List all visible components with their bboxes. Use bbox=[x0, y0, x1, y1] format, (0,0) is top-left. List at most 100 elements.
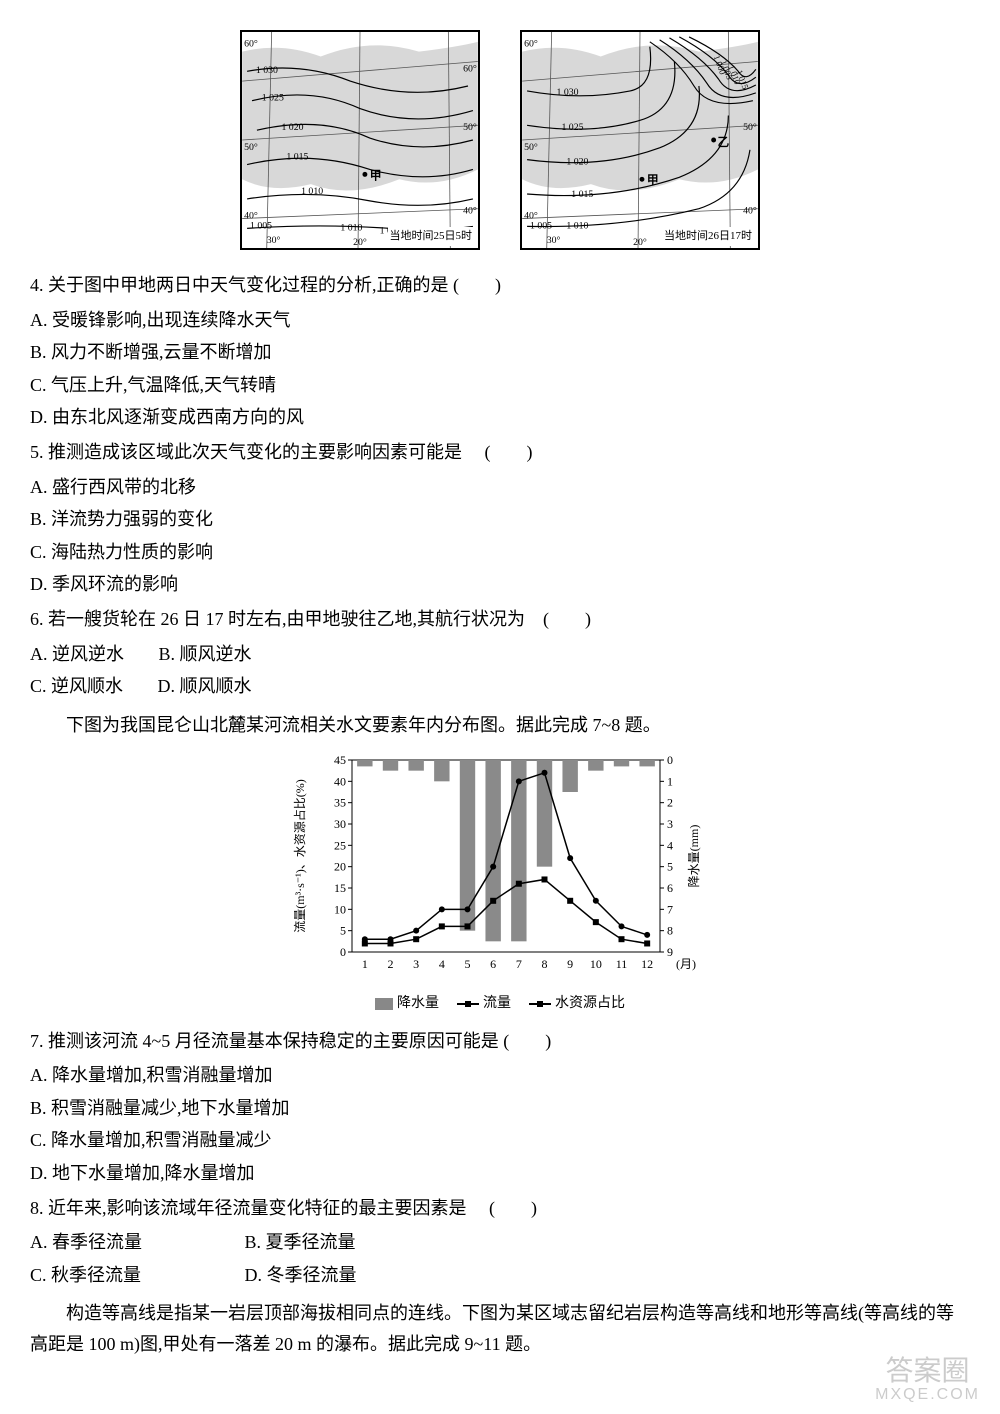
svg-text:4: 4 bbox=[439, 957, 445, 971]
q6-optB: B. 顺风逆水 bbox=[159, 639, 252, 670]
svg-text:3: 3 bbox=[413, 957, 419, 971]
q7-optC: C. 降水量增加,积雪消融量减少 bbox=[30, 1125, 970, 1156]
svg-text:8: 8 bbox=[667, 924, 673, 938]
weather-map-right: 1 000 1 005 1 010 1 015 1 030 1 025 1 02… bbox=[520, 30, 760, 250]
svg-text:50°: 50° bbox=[524, 142, 538, 153]
svg-text:11: 11 bbox=[616, 957, 628, 971]
svg-text:1 025: 1 025 bbox=[561, 122, 583, 133]
intro-7-8: 下图为我国昆仑山北麓某河流相关水文要素年内分布图。据此完成 7~8 题。 bbox=[30, 710, 970, 741]
q5-optA: A. 盛行西风带的北移 bbox=[30, 472, 970, 503]
svg-text:20°: 20° bbox=[353, 237, 367, 248]
chart-svg: 0510152025303540450123456789123456789101… bbox=[290, 750, 710, 980]
q6-optCD: C. 逆风顺水 D. 顺风顺水 bbox=[30, 671, 970, 702]
svg-text:40: 40 bbox=[334, 775, 346, 789]
q6-optD: D. 顺风顺水 bbox=[158, 671, 252, 702]
svg-text:15: 15 bbox=[334, 881, 346, 895]
q7-optA: A. 降水量增加,积雪消融量增加 bbox=[30, 1060, 970, 1091]
q8-stem: 8. 近年来,影响该流域年径流量变化特征的最主要因素是 ( ) bbox=[30, 1193, 970, 1224]
q6-stem: 6. 若一艘货轮在 26 日 17 时左右,由甲地驶往乙地,其航行状况为 ( ) bbox=[30, 604, 970, 635]
intro-9-11: 构造等高线是指某一岩层顶部海拔相同点的连线。下图为某区域志留纪岩层构造等高线和地… bbox=[30, 1298, 970, 1359]
map-right-svg: 1 000 1 005 1 010 1 015 1 030 1 025 1 02… bbox=[522, 32, 758, 248]
q6-optA: A. 逆风逆水 bbox=[30, 639, 124, 670]
svg-text:45: 45 bbox=[334, 753, 346, 767]
svg-text:0: 0 bbox=[667, 753, 673, 767]
svg-text:40°: 40° bbox=[244, 211, 258, 222]
svg-text:20: 20 bbox=[334, 860, 346, 874]
svg-text:(月): (月) bbox=[676, 957, 696, 971]
svg-text:6: 6 bbox=[667, 881, 673, 895]
svg-text:20°: 20° bbox=[633, 237, 647, 248]
q8-blank: ( ) bbox=[489, 1198, 537, 1218]
svg-text:12: 12 bbox=[641, 957, 653, 971]
q7-optD: D. 地下水量增加,降水量增加 bbox=[30, 1158, 970, 1189]
svg-text:9: 9 bbox=[567, 957, 573, 971]
legend-flow-label: 流量 bbox=[483, 992, 511, 1016]
svg-text:60°: 60° bbox=[463, 63, 477, 74]
svg-text:2: 2 bbox=[667, 796, 673, 810]
svg-text:1 010: 1 010 bbox=[340, 222, 362, 233]
svg-text:1 030: 1 030 bbox=[256, 65, 278, 76]
legend-share-label: 水资源占比 bbox=[555, 992, 625, 1016]
q8-optCD: C. 秋季径流量 D. 冬季径流量 bbox=[30, 1260, 970, 1291]
svg-text:6: 6 bbox=[490, 957, 496, 971]
watermark-sub: MXQE.COM bbox=[875, 1386, 980, 1404]
weather-map-left: 1 030 1 025 1 020 1 015 1 010 1 005 1 01… bbox=[240, 30, 480, 250]
svg-text:30°: 30° bbox=[267, 235, 281, 246]
svg-text:甲: 甲 bbox=[647, 174, 659, 187]
q7-stem-text: 7. 推测该河流 4~5 月径流量基本保持稳定的主要原因可能是 bbox=[30, 1031, 499, 1051]
legend-bar: 降水量 bbox=[375, 992, 439, 1016]
legend-flow: 流量 bbox=[457, 992, 511, 1016]
svg-text:50°: 50° bbox=[244, 142, 258, 153]
svg-text:5: 5 bbox=[667, 860, 673, 874]
svg-text:30: 30 bbox=[334, 817, 346, 831]
svg-text:7: 7 bbox=[516, 957, 522, 971]
chart-legend: 降水量 流量 水资源占比 bbox=[290, 992, 710, 1016]
svg-text:1 025: 1 025 bbox=[262, 93, 284, 104]
q7-stem: 7. 推测该河流 4~5 月径流量基本保持稳定的主要原因可能是 ( ) bbox=[30, 1026, 970, 1057]
q8-optAB: A. 春季径流量 B. 夏季径流量 bbox=[30, 1227, 970, 1258]
q8-optD: D. 冬季径流量 bbox=[245, 1260, 357, 1291]
weather-maps-row: 1 030 1 025 1 020 1 015 1 010 1 005 1 01… bbox=[30, 30, 970, 250]
legend-share: 水资源占比 bbox=[529, 992, 625, 1016]
svg-text:2: 2 bbox=[388, 957, 394, 971]
svg-text:降水量(mm): 降水量(mm) bbox=[687, 825, 701, 888]
svg-text:25: 25 bbox=[334, 839, 346, 853]
q8-optB: B. 夏季径流量 bbox=[245, 1227, 356, 1258]
svg-text:1: 1 bbox=[667, 775, 673, 789]
q7-optB: B. 积雪消融量减少,地下水量增加 bbox=[30, 1093, 970, 1124]
svg-text:1 005: 1 005 bbox=[530, 220, 552, 231]
svg-text:3: 3 bbox=[667, 817, 673, 831]
q5-stem-text: 5. 推测造成该区域此次天气变化的主要影响因素可能是 bbox=[30, 442, 462, 462]
q4-optB: B. 风力不断增强,云量不断增加 bbox=[30, 337, 970, 368]
q5-optC: C. 海陆热力性质的影响 bbox=[30, 537, 970, 568]
svg-text:8: 8 bbox=[542, 957, 548, 971]
legend-bar-label: 降水量 bbox=[397, 992, 439, 1016]
q4-stem-text: 4. 关于图中甲地两日中天气变化过程的分析,正确的是 bbox=[30, 275, 449, 295]
q6-optC: C. 逆风顺水 bbox=[30, 671, 123, 702]
svg-text:60°: 60° bbox=[244, 39, 258, 50]
svg-text:1: 1 bbox=[362, 957, 368, 971]
map-left-caption: 当地时间25日5时 bbox=[388, 227, 475, 246]
svg-text:7: 7 bbox=[667, 903, 673, 917]
svg-text:乙: 乙 bbox=[718, 136, 730, 149]
svg-text:50°: 50° bbox=[743, 122, 757, 133]
svg-text:40°: 40° bbox=[524, 211, 538, 222]
hydrology-chart: 0510152025303540450123456789123456789101… bbox=[30, 750, 970, 1015]
watermark: 答案圈 MXQE.COM bbox=[875, 1356, 980, 1404]
q6-blank: ( ) bbox=[543, 609, 591, 629]
svg-text:40°: 40° bbox=[743, 206, 757, 217]
svg-text:4: 4 bbox=[667, 839, 673, 853]
svg-text:35: 35 bbox=[334, 796, 346, 810]
q7-blank: ( ) bbox=[503, 1031, 551, 1051]
svg-text:5: 5 bbox=[340, 924, 346, 938]
map-right-caption: 当地时间26日17时 bbox=[662, 227, 754, 246]
svg-text:1 015: 1 015 bbox=[286, 152, 308, 163]
svg-text:40°: 40° bbox=[463, 206, 477, 217]
q5-optD: D. 季风环流的影响 bbox=[30, 569, 970, 600]
svg-text:10: 10 bbox=[590, 957, 602, 971]
svg-text:1 010: 1 010 bbox=[566, 220, 588, 231]
map-left-svg: 1 030 1 025 1 020 1 015 1 010 1 005 1 01… bbox=[242, 32, 478, 248]
svg-text:50°: 50° bbox=[463, 122, 477, 133]
q6-optAB: A. 逆风逆水 B. 顺风逆水 bbox=[30, 639, 970, 670]
svg-text:5: 5 bbox=[465, 957, 471, 971]
